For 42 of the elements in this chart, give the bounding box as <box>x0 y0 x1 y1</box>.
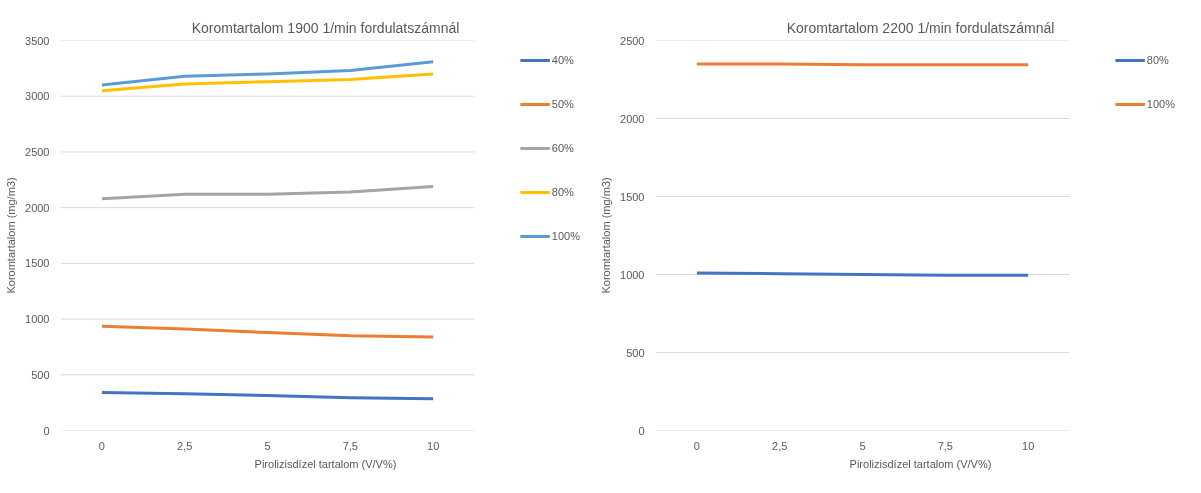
y-tick-label: 1500 <box>25 257 50 270</box>
legend-label: 60% <box>551 142 574 154</box>
legend-label: 40% <box>551 54 574 66</box>
y-axis-title: Koromtartalom (mg/m3) <box>600 177 613 294</box>
x-tick-label: 7,5 <box>937 439 953 452</box>
y-tick-label: 2000 <box>620 112 645 125</box>
line-series <box>100 391 435 401</box>
y-tick-label: 500 <box>31 368 50 381</box>
legend-label: 80% <box>551 186 574 198</box>
y-tick-label: 2500 <box>25 145 50 158</box>
line-series <box>100 60 435 87</box>
chart-title: Koromtartalom 1900 1/min fordulatszámnál <box>191 19 460 36</box>
y-tick-label: 3500 <box>25 34 50 47</box>
legend-label: 50% <box>551 98 574 110</box>
x-tick-label: 2,5 <box>177 439 193 452</box>
y-tick-label: 1000 <box>620 268 645 281</box>
legend-label: 100% <box>1146 98 1175 110</box>
x-tick-label: 2,5 <box>772 439 788 452</box>
y-axis-title: Koromtartalom (mg/m3) <box>5 177 18 294</box>
line-series <box>100 184 435 201</box>
x-tick-label: 10 <box>1022 439 1035 452</box>
x-tick-label: 0 <box>693 439 700 452</box>
x-tick-label: 10 <box>427 439 440 452</box>
y-tick-label: 1500 <box>620 190 645 203</box>
x-axis-title: Pirolizisdízel tartalom (V/V%) <box>254 457 397 470</box>
x-tick-label: 5 <box>859 439 866 452</box>
legend-label: 80% <box>1146 54 1169 66</box>
y-tick-label: 2000 <box>25 201 50 214</box>
y-tick-label: 500 <box>626 346 645 359</box>
x-tick-label: 7,5 <box>342 439 358 452</box>
chart-title: Koromtartalom 2200 1/min fordulatszámnál <box>786 19 1055 36</box>
y-tick-label: 0 <box>638 424 645 437</box>
x-tick-label: 0 <box>98 439 105 452</box>
y-tick-label: 2500 <box>620 34 645 47</box>
y-tick-label: 3000 <box>25 90 50 103</box>
line-series <box>100 72 435 93</box>
y-tick-label: 0 <box>43 424 50 437</box>
x-tick-label: 5 <box>264 439 271 452</box>
legend-label: 100% <box>551 230 580 242</box>
y-tick-label: 1000 <box>25 313 50 326</box>
line-series <box>100 324 435 339</box>
x-axis-title: Pirolizisdízel tartalom (V/V%) <box>849 457 992 470</box>
